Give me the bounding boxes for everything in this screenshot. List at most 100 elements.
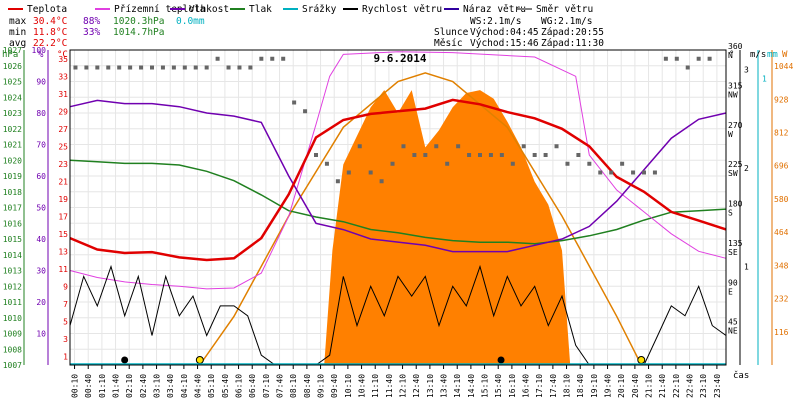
y-tick-temperature: 19 (58, 195, 68, 204)
moon-rise: Východ:15:46 (470, 38, 539, 49)
series-wind-direction-point (204, 65, 209, 70)
y-tick-compass: NE (728, 327, 738, 336)
unit-wm2: W (782, 50, 788, 60)
x-tick-label: 03:40 (166, 374, 175, 398)
y-tick-pressure: 1015 (3, 235, 22, 244)
x-tick-label: 15:40 (494, 374, 503, 398)
series-wind-direction-point (226, 65, 231, 70)
y-tick-pressure: 1018 (3, 188, 22, 197)
x-tick-label: 21:40 (658, 374, 667, 398)
y-tick-humidity: 100 (32, 46, 47, 55)
unit-labels: hPa % °C ° m/s mm W čas (2, 50, 788, 381)
y-tick-temperature: 17 (58, 212, 68, 221)
series-wind-direction-point (193, 65, 198, 70)
y-tick-pressure: 1011 (3, 298, 22, 307)
y-tick-pressure: 1025 (3, 78, 22, 87)
series-wind-direction-point (674, 56, 679, 61)
x-tick-label: 22:40 (686, 374, 695, 398)
series-wind-direction-point (642, 170, 646, 175)
x-tick-label: 05:10 (207, 374, 216, 398)
y-tick-pressure: 1024 (3, 93, 22, 102)
series-wind-direction-point (357, 144, 362, 149)
legend-label: Náraz větru (463, 4, 526, 15)
x-tick-label: 08:10 (289, 374, 298, 398)
y-tick-windspeed: 1 (744, 263, 749, 272)
x-tick-label: 01:10 (98, 374, 107, 398)
y-tick-direction: 180 (728, 200, 743, 209)
unit-time: čas (733, 370, 749, 381)
astro-info: WS:2.1m/s WG:2.1m/s Slunce Východ:04:45 … (434, 16, 604, 49)
y-tick-direction: 315 (728, 81, 743, 90)
stats-max-rain: 0.0mm (176, 16, 205, 27)
moon-event-marker (121, 356, 129, 364)
series-pressure (69, 159, 727, 245)
y-tick-temperature: 35 (58, 55, 68, 64)
x-tick-label: 00:40 (84, 374, 93, 398)
sun-rise: Východ:04:45 (470, 27, 539, 38)
y-tick-temperature: 7 (63, 300, 68, 309)
series-wind-direction-point (106, 65, 111, 70)
y-tick-radiation: 812 (774, 128, 789, 137)
x-tick-label: 11:40 (385, 374, 394, 398)
series-wind-direction-point (379, 179, 384, 184)
y-tick-pressure: 1007 (3, 361, 22, 370)
series-wind-direction-point (171, 65, 176, 70)
series-wind-direction-point (631, 170, 636, 175)
x-tick-label: 12:10 (399, 374, 408, 398)
series-wind-direction-point (685, 65, 690, 70)
y-tick-temperature: 27 (58, 125, 68, 134)
y-tick-direction: 360 (728, 42, 743, 51)
series-wind-direction-point (609, 170, 614, 175)
legend-label: Tlak (249, 4, 272, 15)
legend-label: Srážky (302, 4, 337, 15)
x-tick-label: 22:10 (672, 374, 681, 398)
series-wind-direction-point (423, 153, 428, 157)
series-wind-direction-point (620, 161, 625, 166)
series-wind-direction-point (543, 153, 548, 157)
x-tick-label: 16:40 (522, 374, 531, 398)
axes: 00:10 00:40 01:10 01:40 02:10 02:40 03:10 03:40… (3, 42, 794, 398)
series-wind-direction-point (346, 170, 351, 175)
x-tick-label: 04:10 (180, 374, 189, 398)
y-tick-radiation: 696 (774, 162, 789, 171)
moon-set: Západ:11:30 (541, 38, 604, 49)
series-wind-direction-point (259, 56, 264, 61)
x-tick-label: 19:40 (604, 374, 613, 398)
series-wind-direction-point (652, 170, 657, 175)
y-tick-temperature: 21 (58, 177, 68, 186)
x-tick-label: 06:40 (248, 374, 257, 398)
x-tick-label: 23:40 (713, 374, 722, 398)
y-tick-radiation: 232 (774, 295, 789, 304)
series-wind-direction-point (303, 109, 308, 114)
x-tick-label: 20:10 (617, 374, 626, 398)
series-wind-direction-point (314, 153, 318, 157)
series-wind-direction-point (95, 65, 100, 70)
x-tick-label: 07:40 (276, 374, 285, 398)
y-tick-direction: 225 (728, 160, 743, 169)
y-tick-humidity: 90 (36, 78, 46, 87)
x-tick-label: 10:40 (358, 374, 367, 398)
y-tick-compass: E (728, 287, 733, 296)
x-tick-label: 04:40 (194, 374, 203, 398)
x-tick-label: 18:10 (563, 374, 572, 398)
sun-event-marker (637, 356, 646, 364)
x-tick-label: 03:10 (153, 374, 162, 398)
y-tick-compass: W (728, 130, 733, 139)
series-wind-direction-point (532, 153, 537, 157)
x-tick-label: 12:40 (412, 374, 421, 398)
y-tick-compass: S (728, 209, 733, 218)
y-tick-pressure: 1009 (3, 330, 22, 339)
series-wind-direction-point (663, 56, 668, 61)
y-tick-pressure: 1022 (3, 125, 22, 134)
y-tick-humidity: 30 (36, 267, 46, 276)
y-tick-compass: SE (728, 248, 738, 257)
stats-avg-label: avg (9, 38, 26, 49)
y-tick-temperature: 29 (58, 107, 68, 116)
stats-min-press: 1014.7hPa (113, 27, 164, 38)
series-wind-direction-point (456, 144, 461, 149)
x-tick-label: 01:40 (112, 374, 121, 398)
y-tick-temperature: 25 (58, 142, 68, 151)
y-tick-humidity: 10 (36, 330, 46, 339)
